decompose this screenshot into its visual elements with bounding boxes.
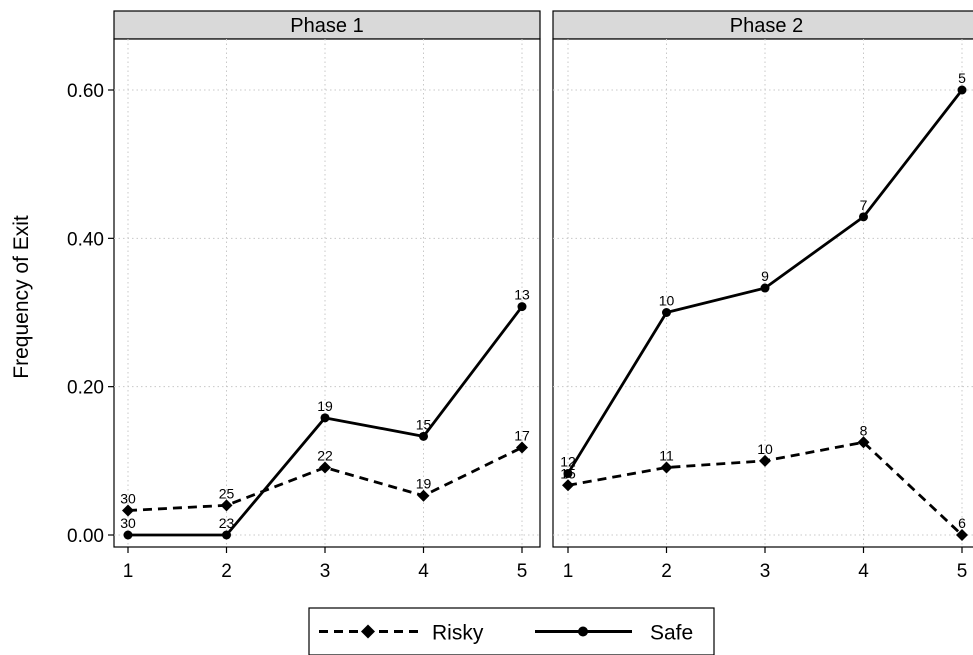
- data-label: 7: [860, 197, 868, 213]
- x-tick-label: 2: [661, 561, 672, 582]
- panel-header: [552, 10, 973, 40]
- panels: Phase 10.000.200.400.601 2 3 4 530 2522191730…: [67, 10, 973, 582]
- y-tick-label: 0.60: [67, 81, 104, 102]
- y-tick-label: 0.40: [67, 229, 104, 250]
- y-tick-label: 0.00: [67, 526, 104, 547]
- x-tick-label: 4: [858, 561, 869, 582]
- y-axis-label: Frequency of Exit: [10, 215, 33, 379]
- risky-marker: [759, 454, 771, 467]
- x-tick-label: 5: [517, 561, 528, 582]
- x-tick-label: 4: [418, 561, 429, 582]
- x-tick-label: 2: [221, 561, 232, 582]
- data-label: 10: [757, 441, 773, 457]
- safe-marker: [222, 530, 231, 540]
- data-label: 19: [317, 398, 333, 414]
- risky-marker: [220, 499, 233, 512]
- legend-item-risky: Risky: [319, 622, 484, 645]
- data-label: 23: [219, 515, 235, 531]
- panel-title: Phase 2: [730, 15, 803, 37]
- y-tick-label: 0.20: [67, 378, 104, 399]
- data-label: 19: [416, 476, 432, 492]
- y-axis-title: Frequency of Exit: [10, 215, 33, 379]
- safe-marker: [123, 530, 133, 540]
- safe-marker: [320, 413, 330, 423]
- legend-safe-label: Safe: [650, 622, 693, 645]
- safe-marker: [957, 85, 967, 95]
- series-line-risky: [127, 446, 523, 512]
- legend-risky-marker: [361, 624, 375, 639]
- risky-marker: [562, 479, 574, 492]
- risky-marker: [660, 461, 673, 474]
- x-tick-label: 5: [957, 561, 968, 582]
- data-label: 6: [958, 515, 966, 531]
- legend-safe-marker: [578, 626, 588, 637]
- data-label: 30: [120, 491, 136, 507]
- data-label: 12: [560, 453, 576, 469]
- risky-marker: [122, 504, 134, 517]
- x-tick-label: 1: [563, 561, 574, 582]
- risky-marker: [417, 489, 430, 502]
- series-risky: 30 25 22 19 17: [120, 427, 530, 517]
- plot-area: [552, 38, 973, 548]
- data-label: 13: [514, 287, 530, 303]
- plot-area: [113, 38, 541, 548]
- x-tick-label: 1: [123, 561, 134, 582]
- legend-risky-label: Risky: [432, 622, 484, 645]
- data-label: 30: [120, 515, 136, 531]
- risky-marker: [857, 436, 870, 449]
- safe-marker: [662, 307, 671, 317]
- data-label: 11: [659, 448, 674, 464]
- panel-title: Phase 1: [290, 15, 363, 37]
- risky-marker: [956, 529, 968, 541]
- series-safe: 12 10 9 7 5: [560, 70, 967, 478]
- legend: Risky Safe: [308, 607, 715, 655]
- legend-box: [308, 607, 715, 655]
- panel-2: Phase 2 12 3 4 5 1 5 11 10 8 6 12 10 9 7 5: [552, 10, 973, 582]
- data-label: 22: [317, 448, 333, 464]
- safe-marker: [517, 302, 527, 312]
- risky-marker: [516, 441, 528, 454]
- x-tick-label: 3: [760, 561, 771, 582]
- x-tick-label: 3: [320, 561, 331, 582]
- series-safe: 30 23 19 15 13: [120, 287, 530, 540]
- safe-marker: [760, 283, 770, 293]
- data-label: 25: [219, 485, 235, 501]
- panel-1: Phase 10.000.200.400.601 2 3 4 530 2522191730…: [67, 10, 541, 582]
- safe-marker: [419, 431, 428, 441]
- data-label: 5: [958, 70, 966, 86]
- panel-header: [113, 10, 541, 40]
- risky-marker: [319, 461, 331, 474]
- data-label: 17: [514, 427, 530, 443]
- data-label: 10: [659, 292, 675, 308]
- data-label: 9: [761, 268, 769, 284]
- data-label: 8: [860, 422, 868, 438]
- safe-marker: [859, 212, 868, 222]
- data-label: 15: [416, 416, 432, 432]
- safe-marker: [563, 468, 573, 478]
- legend-item-safe: Safe: [535, 622, 693, 645]
- series-risky: 15111086: [560, 422, 968, 541]
